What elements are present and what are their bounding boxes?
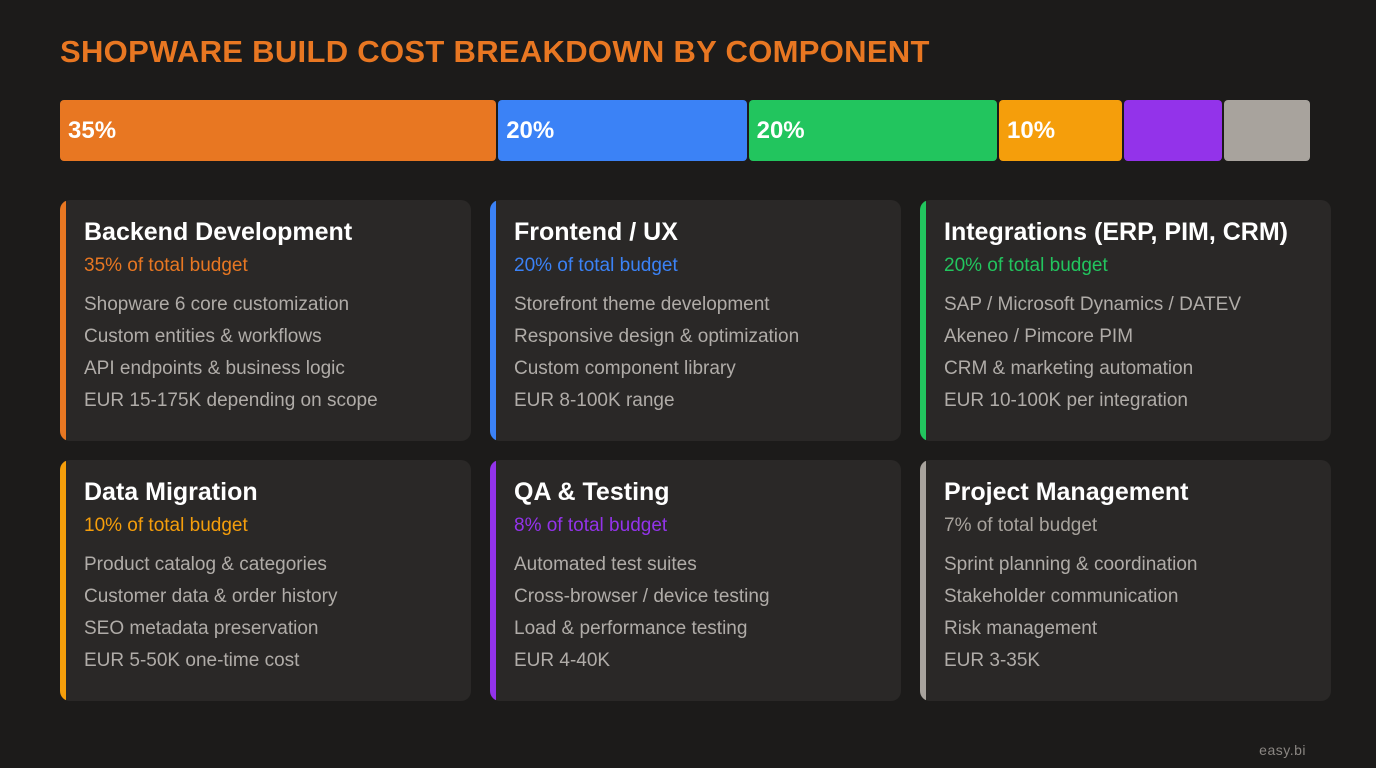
stacked-budget-bar: 35% 20% 20% 10% <box>60 100 1312 161</box>
component-card: QA & Testing 8% of total budget Automated … <box>490 460 901 701</box>
bar-segment: 20% <box>498 100 747 161</box>
card-accent-stripe <box>60 460 66 701</box>
card-budget-share: 35% of total budget <box>84 255 248 276</box>
card-item: Automated test suites <box>514 554 697 575</box>
card-item: EUR 10-100K per integration <box>944 390 1188 411</box>
card-item: CRM & marketing automation <box>944 358 1194 379</box>
component-card: Frontend / UX 20% of total budget Storefro… <box>490 200 901 441</box>
card-budget-share: 10% of total budget <box>84 515 248 536</box>
bar-segment: 20% <box>748 100 997 161</box>
card-item: Cross-browser / device testing <box>514 586 770 607</box>
card-budget-share: 20% of total budget <box>514 255 678 276</box>
card-item-list: Storefront theme development Responsive d… <box>514 289 799 417</box>
card-item: Load & performance testing <box>514 618 748 639</box>
card-accent-stripe <box>920 460 926 701</box>
card-title: Frontend / UX <box>514 218 678 246</box>
card-item: Custom component library <box>514 358 736 379</box>
bar-segment: 35% <box>60 100 497 161</box>
card-item: API endpoints & business logic <box>84 358 345 379</box>
component-card: Project Management 7% of total budget Spri… <box>920 460 1331 701</box>
card-title: Data Migration <box>84 478 258 506</box>
card-item: EUR 4-40K <box>514 650 611 671</box>
card-item: Product catalog & categories <box>84 554 327 575</box>
bar-segment <box>1124 100 1223 161</box>
card-budget-share: 20% of total budget <box>944 255 1108 276</box>
card-accent-stripe <box>60 200 66 441</box>
card-item: Responsive design & optimization <box>514 326 800 347</box>
card-accent-stripe <box>920 200 926 441</box>
card-item: EUR 3-35K <box>944 650 1041 671</box>
card-item: Risk management <box>944 618 1098 639</box>
card-item: SAP / Microsoft Dynamics / DATEV <box>944 294 1242 315</box>
card-item: EUR 8-100K range <box>514 390 675 411</box>
card-item: Customer data & order history <box>84 586 338 607</box>
card-budget-share: 7% of total budget <box>944 515 1098 536</box>
card-item: EUR 5-50K one-time cost <box>84 650 300 671</box>
component-card: Integrations (ERP, PIM, CRM) 20% of total… <box>920 200 1331 441</box>
card-item-list: Shopware 6 core customization Custom enti… <box>84 289 378 417</box>
component-card: Backend Development 35% of total budget Sh… <box>60 200 471 441</box>
card-item: Stakeholder communication <box>944 586 1179 607</box>
bar-segment <box>1224 100 1310 161</box>
card-item: SEO metadata preservation <box>84 618 319 639</box>
card-budget-share: 8% of total budget <box>514 515 668 536</box>
card-item: Custom entities & workflows <box>84 326 322 347</box>
card-item-list: Sprint planning & coordination Stakeholde… <box>944 549 1198 677</box>
card-item: EUR 15-175K depending on scope <box>84 390 378 411</box>
card-title: Backend Development <box>84 218 353 246</box>
bar-segment: 10% <box>999 100 1123 161</box>
card-item: Akeneo / Pimcore PIM <box>944 326 1134 347</box>
card-item-list: Product catalog & categories Customer dat… <box>84 549 337 677</box>
component-card: Data Migration 10% of total budget Product… <box>60 460 471 701</box>
card-item-list: SAP / Microsoft Dynamics / DATEV Akeneo /… <box>944 289 1241 417</box>
card-title: Project Management <box>944 478 1189 506</box>
card-accent-stripe <box>490 460 496 701</box>
card-item: Storefront theme development <box>514 294 770 315</box>
card-accent-stripe <box>490 200 496 441</box>
card-title: QA & Testing <box>514 478 670 506</box>
page-title: SHOPWARE BUILD COST BREAKDOWN BY COMPONE… <box>60 34 930 69</box>
footer-brand: easy.bi <box>1259 742 1306 758</box>
card-item: Shopware 6 core customization <box>84 294 350 315</box>
card-title: Integrations (ERP, PIM, CRM) <box>944 218 1289 246</box>
card-item-list: Automated test suites Cross-browser / dev… <box>514 549 770 677</box>
card-item: Sprint planning & coordination <box>944 554 1198 575</box>
